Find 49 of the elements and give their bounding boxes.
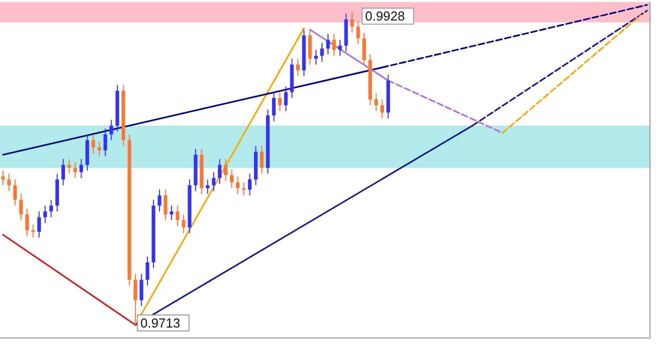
- candlestick: [49, 199, 53, 218]
- candlestick: [13, 178, 17, 206]
- candlestick: [326, 34, 330, 55]
- candlestick: [224, 158, 228, 182]
- candlestick: [176, 205, 180, 226]
- candlestick: [272, 92, 276, 122]
- candlestick: [7, 173, 11, 192]
- candlestick: [79, 158, 84, 178]
- candlestick: [284, 86, 288, 112]
- candlestick: [248, 173, 252, 196]
- candlestick: [320, 42, 324, 62]
- candlestick: [19, 194, 23, 221]
- candlestick: [140, 274, 144, 306]
- candlestick: [242, 182, 246, 196]
- candlestick: [212, 172, 216, 192]
- candlestick: [236, 176, 240, 194]
- candlestick: [98, 141, 102, 157]
- candlestick: [314, 50, 318, 66]
- annotation: 0.9928: [365, 8, 405, 24]
- candlestick: [182, 214, 186, 234]
- candlestick: [356, 20, 360, 45]
- candlestick: [170, 205, 174, 221]
- candlestick: [43, 205, 47, 224]
- candlestick: [218, 158, 222, 184]
- candlestick: [25, 208, 29, 237]
- candlestick: [110, 119, 114, 141]
- annotation: 0.9713: [140, 315, 180, 330]
- candlestick: [260, 146, 264, 174]
- candlestick: [31, 224, 35, 238]
- candlestick: [1, 170, 5, 186]
- candlestick: [350, 12, 354, 34]
- candlestick: [158, 189, 162, 212]
- candlestick: [164, 189, 168, 221]
- candlestick: [362, 32, 366, 66]
- candlestick: [278, 92, 282, 112]
- candlestick: [91, 134, 96, 154]
- candlestick: [37, 210, 41, 238]
- candlestick: [104, 128, 108, 157]
- candlestick: [230, 168, 234, 189]
- candlestick: [308, 29, 312, 66]
- candlestick: [61, 158, 65, 186]
- candlestick: [67, 158, 72, 174]
- candlestick: [146, 256, 150, 286]
- candlestick: [134, 274, 138, 326]
- candlestick: [296, 58, 300, 77]
- candlestick: [380, 98, 384, 119]
- candlestick: [332, 34, 336, 56]
- candlestick: [374, 93, 378, 112]
- candlestick: [338, 39, 342, 56]
